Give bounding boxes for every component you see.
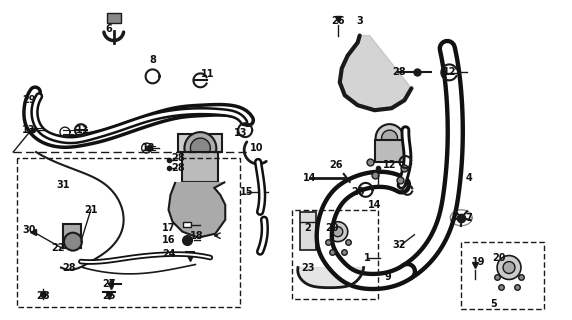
Text: 24: 24 xyxy=(162,249,175,259)
Text: 28: 28 xyxy=(172,153,185,163)
Text: 20: 20 xyxy=(492,252,506,263)
Text: 7: 7 xyxy=(466,213,472,223)
Text: 14: 14 xyxy=(368,200,382,210)
Polygon shape xyxy=(169,182,225,238)
Polygon shape xyxy=(340,36,411,110)
Circle shape xyxy=(376,124,403,152)
Text: 28: 28 xyxy=(36,292,50,301)
Text: 32: 32 xyxy=(393,240,406,250)
Text: 26: 26 xyxy=(331,16,344,26)
Bar xyxy=(375,140,404,162)
Text: 1: 1 xyxy=(364,252,371,263)
Text: 3: 3 xyxy=(356,16,363,26)
Text: 22: 22 xyxy=(51,243,65,252)
Text: 19: 19 xyxy=(472,257,486,267)
Circle shape xyxy=(497,256,521,279)
Text: 27: 27 xyxy=(102,279,116,290)
Text: 9: 9 xyxy=(384,273,391,283)
Bar xyxy=(182,152,219,182)
Text: 4: 4 xyxy=(466,173,472,183)
Text: 28: 28 xyxy=(172,163,185,173)
Bar xyxy=(63,224,81,248)
Text: 20: 20 xyxy=(351,187,364,197)
Circle shape xyxy=(190,138,210,158)
Text: 30: 30 xyxy=(22,225,36,235)
Text: 16: 16 xyxy=(162,235,175,245)
Text: 18: 18 xyxy=(189,231,203,241)
Text: 23: 23 xyxy=(301,262,315,273)
Text: 20: 20 xyxy=(325,223,339,233)
Text: 13: 13 xyxy=(142,143,156,153)
Circle shape xyxy=(333,227,343,237)
Text: 12: 12 xyxy=(443,68,456,77)
Text: 14: 14 xyxy=(303,173,317,183)
Text: 11: 11 xyxy=(201,69,214,79)
Bar xyxy=(300,212,316,250)
Text: 10: 10 xyxy=(251,143,264,153)
Text: 21: 21 xyxy=(84,205,98,215)
Text: 17: 17 xyxy=(162,223,175,233)
Circle shape xyxy=(184,132,216,164)
Text: 31: 31 xyxy=(56,180,70,190)
Text: 15: 15 xyxy=(240,187,254,197)
Text: 8: 8 xyxy=(149,55,156,65)
Text: 13: 13 xyxy=(22,125,36,135)
Bar xyxy=(107,13,121,23)
Text: 5: 5 xyxy=(491,300,498,309)
Bar xyxy=(184,222,192,227)
Text: 13: 13 xyxy=(233,128,247,138)
Polygon shape xyxy=(298,268,364,287)
Circle shape xyxy=(328,222,348,242)
Text: 28: 28 xyxy=(393,68,406,77)
Circle shape xyxy=(64,233,82,251)
Text: 28: 28 xyxy=(62,262,76,273)
Text: 6: 6 xyxy=(105,24,112,34)
Circle shape xyxy=(382,130,398,146)
Text: 2: 2 xyxy=(304,223,311,233)
Circle shape xyxy=(503,261,515,274)
Text: 11: 11 xyxy=(76,125,90,135)
Bar xyxy=(178,134,223,152)
Text: 26: 26 xyxy=(329,160,343,170)
Text: 25: 25 xyxy=(102,292,116,301)
Text: 29: 29 xyxy=(22,95,36,105)
Text: 12: 12 xyxy=(383,160,396,170)
